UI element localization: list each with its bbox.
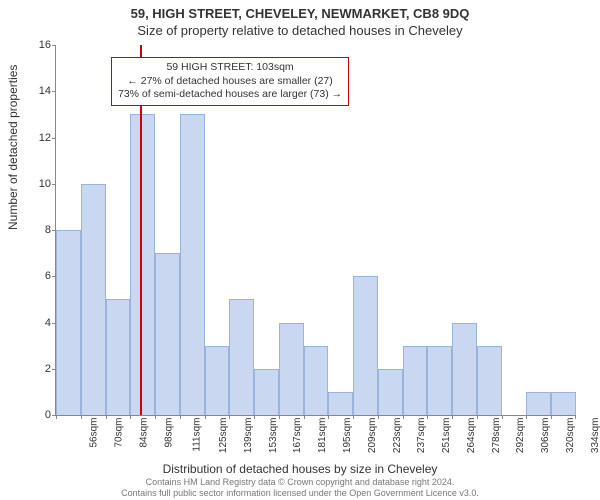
info-line-2: ← 27% of detached houses are smaller (27… (118, 75, 342, 89)
x-tick-label: 320sqm (565, 418, 576, 454)
footer-line-1: Contains HM Land Registry data © Crown c… (0, 477, 600, 488)
x-tick-label: 292sqm (515, 418, 526, 454)
chart-container: 59, HIGH STREET, CHEVELEY, NEWMARKET, CB… (0, 0, 600, 500)
x-tick-mark (56, 415, 57, 419)
x-tick-label: 125sqm (218, 418, 229, 454)
x-tick-mark (81, 415, 82, 419)
histogram-bar (328, 392, 353, 415)
y-tick-label: 14 (26, 85, 51, 97)
histogram-bar (205, 346, 230, 415)
histogram-bar (452, 323, 477, 416)
chart-title: 59, HIGH STREET, CHEVELEY, NEWMARKET, CB… (0, 0, 600, 21)
histogram-bar (229, 299, 254, 415)
histogram-bar (353, 276, 378, 415)
x-tick-mark (155, 415, 156, 419)
footer-attribution: Contains HM Land Registry data © Crown c… (0, 477, 600, 499)
plot-area: 024681012141656sqm70sqm84sqm98sqm111sqm1… (55, 45, 576, 416)
x-tick-mark (452, 415, 453, 419)
x-tick-label: 264sqm (466, 418, 477, 454)
y-tick-label: 8 (26, 224, 51, 236)
y-tick-label: 12 (26, 132, 51, 144)
x-tick-mark (279, 415, 280, 419)
chart-subtitle: Size of property relative to detached ho… (0, 21, 600, 40)
x-tick-mark (403, 415, 404, 419)
y-tick-label: 16 (26, 39, 51, 51)
x-tick-label: 223sqm (392, 418, 403, 454)
y-tick-label: 10 (26, 178, 51, 190)
histogram-bar (403, 346, 428, 415)
histogram-bar (427, 346, 452, 415)
x-tick-label: 70sqm (114, 418, 125, 448)
y-tick-label: 4 (26, 317, 51, 329)
x-tick-label: 167sqm (293, 418, 304, 454)
histogram-bar (551, 392, 576, 415)
histogram-bar (106, 299, 131, 415)
y-tick-mark (52, 184, 56, 185)
x-tick-mark (427, 415, 428, 419)
x-tick-mark (130, 415, 131, 419)
y-tick-mark (52, 91, 56, 92)
x-tick-mark (575, 415, 576, 419)
x-tick-label: 278sqm (491, 418, 502, 454)
x-tick-label: 209sqm (367, 418, 378, 454)
x-tick-mark (304, 415, 305, 419)
x-tick-mark (180, 415, 181, 419)
histogram-bar (304, 346, 329, 415)
footer-line-2: Contains full public sector information … (0, 488, 600, 499)
x-tick-mark (378, 415, 379, 419)
x-tick-mark (254, 415, 255, 419)
x-tick-mark (551, 415, 552, 419)
x-tick-mark (229, 415, 230, 419)
histogram-bar (279, 323, 304, 416)
histogram-bar (56, 230, 81, 415)
y-tick-mark (52, 45, 56, 46)
x-tick-label: 195sqm (342, 418, 353, 454)
property-info-box: 59 HIGH STREET: 103sqm← 27% of detached … (111, 57, 349, 106)
x-tick-mark (502, 415, 503, 419)
x-tick-mark (526, 415, 527, 419)
y-tick-label: 0 (26, 409, 51, 421)
x-tick-label: 306sqm (540, 418, 551, 454)
histogram-bar (477, 346, 502, 415)
y-tick-label: 6 (26, 270, 51, 282)
x-tick-label: 251sqm (441, 418, 452, 454)
x-tick-label: 111sqm (192, 418, 203, 452)
x-tick-mark (477, 415, 478, 419)
x-tick-label: 56sqm (89, 418, 100, 448)
y-axis-label: Number of detached properties (6, 65, 20, 230)
x-tick-label: 98sqm (163, 418, 174, 448)
info-line-1: 59 HIGH STREET: 103sqm (118, 61, 342, 75)
x-tick-label: 153sqm (268, 418, 279, 454)
x-tick-label: 334sqm (590, 418, 600, 454)
x-tick-label: 139sqm (243, 418, 254, 454)
histogram-bar (180, 114, 205, 415)
x-tick-label: 237sqm (416, 418, 427, 454)
y-tick-label: 2 (26, 363, 51, 375)
histogram-bar (155, 253, 180, 415)
x-tick-mark (353, 415, 354, 419)
x-tick-label: 84sqm (138, 418, 149, 448)
y-tick-mark (52, 138, 56, 139)
x-tick-mark (328, 415, 329, 419)
x-tick-mark (106, 415, 107, 419)
x-axis-label: Distribution of detached houses by size … (0, 462, 600, 476)
info-line-3: 73% of semi-detached houses are larger (… (118, 88, 342, 102)
histogram-bar (81, 184, 106, 415)
histogram-bar (254, 369, 279, 415)
x-tick-label: 181sqm (317, 418, 328, 454)
histogram-bar (378, 369, 403, 415)
histogram-bar (130, 114, 155, 415)
histogram-bar (526, 392, 551, 415)
x-tick-mark (205, 415, 206, 419)
